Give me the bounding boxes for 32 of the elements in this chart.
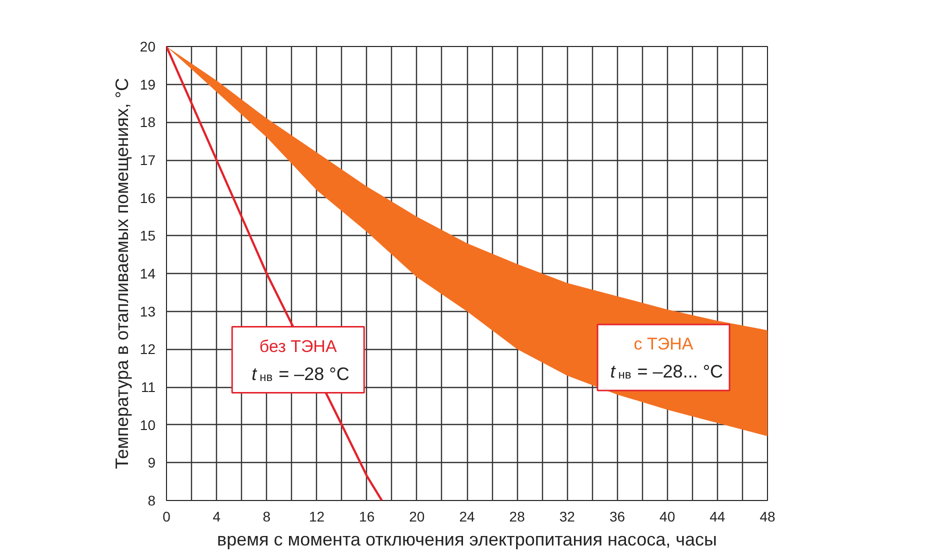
- y-tick-label: 18: [140, 114, 156, 130]
- y-tick-label: 19: [140, 76, 156, 92]
- y-tick-label: 9: [148, 454, 156, 471]
- x-tick-label: 20: [409, 508, 425, 524]
- y-tick-label: 14: [140, 266, 156, 282]
- x-tick-label: 44: [710, 508, 726, 524]
- annotation: tнв = –28 °C: [252, 364, 350, 384]
- y-tick-label: 15: [140, 228, 156, 244]
- x-axis-title: время с момента отключения электропитания насоса, часы: [217, 530, 717, 550]
- y-tick-label: 16: [140, 190, 156, 206]
- x-tick-label: 0: [162, 508, 171, 524]
- y-tick-label: 10: [140, 416, 156, 433]
- x-tick-label: 8: [262, 508, 271, 524]
- x-tick-label: 36: [609, 508, 626, 524]
- x-tick-label: 48: [760, 508, 776, 524]
- y-tick-label: 17: [140, 152, 156, 168]
- x-tick-label: 12: [308, 508, 325, 524]
- y-tick-label: 13: [140, 303, 156, 320]
- y-tick-label: 8: [148, 492, 156, 508]
- x-tick-label: 4: [212, 508, 221, 524]
- x-tick-label: 28: [509, 508, 526, 524]
- y-tick-label: 20: [140, 38, 156, 54]
- annotation: tнв = –28... °C: [610, 361, 724, 382]
- x-tick-label: 24: [459, 508, 475, 524]
- y-axis-title: Температура в отапливаемых помещениях, °C: [112, 78, 132, 469]
- legend-label: с ТЭНА: [634, 334, 694, 354]
- y-tick-label: 12: [140, 341, 156, 358]
- series-label: без ТЭНА: [259, 336, 338, 356]
- y-tick-label: 11: [140, 379, 156, 395]
- x-tick-label: 16: [359, 508, 375, 524]
- x-tick-label: 40: [660, 508, 676, 524]
- x-tick-label: 32: [559, 508, 576, 524]
